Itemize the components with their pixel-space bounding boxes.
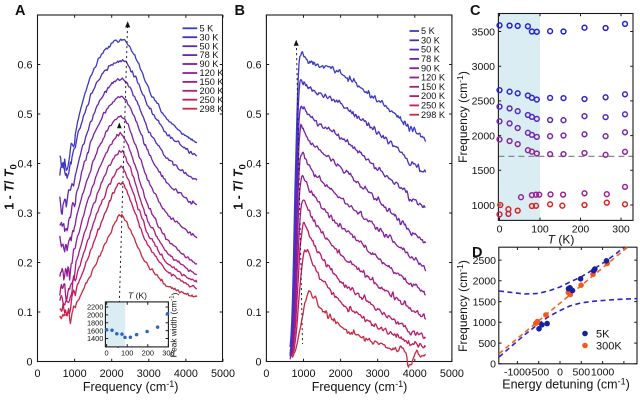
- svg-text:2000: 2000: [87, 311, 103, 320]
- svg-text:5 K: 5 K: [421, 26, 436, 36]
- svg-text:2200: 2200: [87, 303, 103, 312]
- svg-text:120 K: 120 K: [200, 68, 225, 78]
- svg-text:0.1: 0.1: [17, 307, 32, 319]
- svg-text:Frequency (cm-1): Frequency (cm-1): [455, 71, 470, 163]
- svg-text:200 K: 200 K: [421, 91, 446, 101]
- svg-text:200: 200: [572, 224, 590, 236]
- svg-text:1400: 1400: [87, 334, 103, 343]
- svg-text:1800: 1800: [87, 318, 103, 327]
- svg-text:Frequency (cm-1): Frequency (cm-1): [83, 379, 179, 394]
- svg-text:3000: 3000: [472, 61, 496, 73]
- svg-text:0.5: 0.5: [17, 109, 32, 121]
- svg-text:0: 0: [105, 348, 109, 357]
- svg-text:30 K: 30 K: [421, 35, 441, 45]
- svg-text:100: 100: [531, 224, 549, 236]
- svg-text:Peak width (cm-1): Peak width (cm-1): [169, 292, 180, 357]
- svg-text:0.4: 0.4: [246, 158, 261, 170]
- svg-text:120 K: 120 K: [421, 73, 446, 83]
- svg-text:0: 0: [26, 356, 32, 368]
- svg-text:90 K: 90 K: [421, 63, 441, 73]
- svg-text:0: 0: [497, 224, 503, 236]
- svg-text:Energy detuning (cm-1): Energy detuning (cm-1): [502, 377, 630, 392]
- svg-text:5000: 5000: [440, 368, 464, 380]
- svg-text:500: 500: [573, 367, 591, 379]
- svg-text:1 - T/ T0: 1 - T/ T0: [3, 164, 19, 210]
- svg-text:0.3: 0.3: [246, 208, 261, 220]
- svg-text:3000: 3000: [366, 368, 390, 380]
- svg-text:300: 300: [612, 224, 630, 236]
- svg-text:298 K: 298 K: [421, 110, 446, 120]
- svg-text:0: 0: [34, 368, 40, 380]
- svg-text:2000: 2000: [472, 130, 496, 142]
- svg-text:1000: 1000: [472, 200, 496, 212]
- svg-text:200 K: 200 K: [200, 86, 225, 96]
- svg-text:30 K: 30 K: [200, 32, 220, 42]
- svg-text:0.2: 0.2: [17, 257, 32, 269]
- svg-text:0: 0: [263, 368, 269, 380]
- svg-text:1000: 1000: [591, 367, 615, 379]
- svg-text:300: 300: [162, 348, 174, 357]
- svg-text:2500: 2500: [472, 96, 496, 108]
- svg-text:2000: 2000: [473, 276, 497, 288]
- svg-text:1000: 1000: [473, 317, 497, 329]
- svg-text:0.6: 0.6: [246, 59, 261, 71]
- svg-text:-500: -500: [528, 367, 549, 379]
- svg-text:D: D: [472, 245, 482, 261]
- svg-text:1500: 1500: [473, 296, 497, 308]
- svg-text:1500: 1500: [472, 165, 496, 177]
- svg-text:Frequency (cm-1): Frequency (cm-1): [455, 260, 470, 352]
- svg-text:298 K: 298 K: [200, 104, 225, 114]
- svg-text:0.3: 0.3: [17, 208, 32, 220]
- svg-text:150 K: 150 K: [200, 77, 225, 87]
- svg-text:-1000: -1000: [504, 367, 531, 379]
- svg-text:500: 500: [478, 338, 496, 350]
- svg-text:5K: 5K: [596, 329, 610, 341]
- svg-text:B: B: [235, 3, 245, 19]
- svg-text:1 - T/ T0: 1 - T/ T0: [232, 164, 248, 210]
- svg-text:2000: 2000: [100, 368, 124, 380]
- svg-text:0.1: 0.1: [246, 307, 261, 319]
- svg-text:90 K: 90 K: [200, 59, 220, 69]
- svg-text:Frequency (cm-1): Frequency (cm-1): [312, 379, 408, 394]
- svg-text:250 K: 250 K: [200, 95, 225, 105]
- svg-text:0: 0: [557, 367, 563, 379]
- svg-text:50 K: 50 K: [421, 45, 441, 55]
- svg-text:0: 0: [490, 359, 496, 371]
- svg-text:2000: 2000: [329, 368, 353, 380]
- svg-text:78 K: 78 K: [421, 54, 441, 64]
- svg-text:0.2: 0.2: [246, 257, 261, 269]
- svg-text:5000: 5000: [211, 368, 235, 380]
- svg-text:C: C: [470, 3, 481, 19]
- svg-text:5 K: 5 K: [200, 23, 215, 33]
- svg-text:2500: 2500: [473, 255, 497, 267]
- svg-text:3500: 3500: [472, 26, 496, 38]
- svg-text:0: 0: [255, 356, 261, 368]
- svg-text:1600: 1600: [87, 326, 103, 335]
- svg-text:1000: 1000: [291, 368, 315, 380]
- svg-text:78 K: 78 K: [200, 50, 220, 60]
- svg-text:0.5: 0.5: [246, 109, 261, 121]
- svg-text:100: 100: [121, 348, 133, 357]
- svg-text:250 K: 250 K: [421, 101, 446, 111]
- svg-text:T (K): T (K): [128, 291, 147, 301]
- svg-text:300K: 300K: [596, 341, 622, 353]
- svg-text:200: 200: [142, 348, 154, 357]
- svg-text:1000: 1000: [63, 368, 87, 380]
- svg-text:50 K: 50 K: [200, 41, 220, 51]
- svg-text:150 K: 150 K: [421, 82, 446, 92]
- svg-text:4000: 4000: [403, 368, 427, 380]
- svg-text:4000: 4000: [174, 368, 198, 380]
- svg-text:0.6: 0.6: [17, 59, 32, 71]
- svg-text:0.4: 0.4: [17, 158, 32, 170]
- svg-text:3000: 3000: [137, 368, 161, 380]
- svg-text:A: A: [15, 3, 26, 19]
- svg-text:T (K): T (K): [548, 233, 575, 247]
